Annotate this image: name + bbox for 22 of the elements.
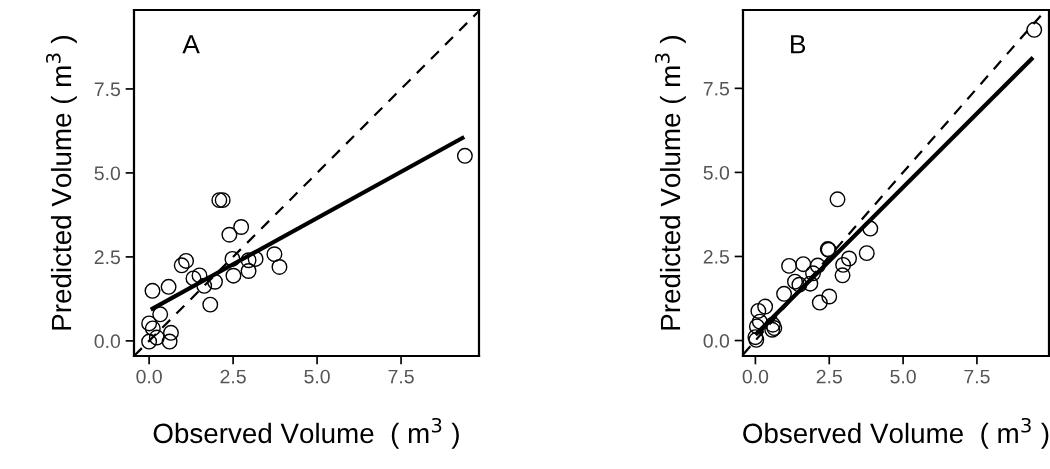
- x-tick-label: 5.0: [890, 369, 916, 384]
- x-tick-label: 7.5: [964, 369, 990, 384]
- y-tick-label: 0.0: [94, 334, 121, 349]
- y-axis-title: Predicted Volume ( m$^{3}$ ): [46, 36, 77, 330]
- y-axis-title: Predicted Volume ( m$^{3}$ ): [655, 36, 686, 330]
- x-axis-title: Observed Volume ( m$^{3}$ ): [743, 417, 1049, 449]
- x-tick-label: 5.0: [304, 369, 330, 384]
- x-axis-title: Observed Volume ( m$^{3}$ ): [153, 417, 459, 449]
- annotation: B: [791, 35, 806, 54]
- annotation: A: [182, 35, 200, 54]
- y-tick-label: 7.5: [703, 82, 729, 96]
- x-tick-label: 2.5: [220, 369, 246, 384]
- y-tick-label: 0.0: [703, 334, 730, 348]
- x-tick-label: 0.0: [742, 369, 769, 384]
- x-tick-label: 7.5: [388, 369, 414, 384]
- y-tick-label: 2.5: [94, 250, 120, 265]
- y-tick-label: 2.5: [703, 249, 729, 264]
- x-tick-label: 0.0: [136, 369, 162, 384]
- y-tick-label: 5.0: [94, 166, 121, 181]
- y-tick-label: 5.0: [703, 165, 730, 180]
- y-tick-label: 7.5: [94, 82, 120, 97]
- x-tick-label: 2.5: [816, 369, 842, 384]
